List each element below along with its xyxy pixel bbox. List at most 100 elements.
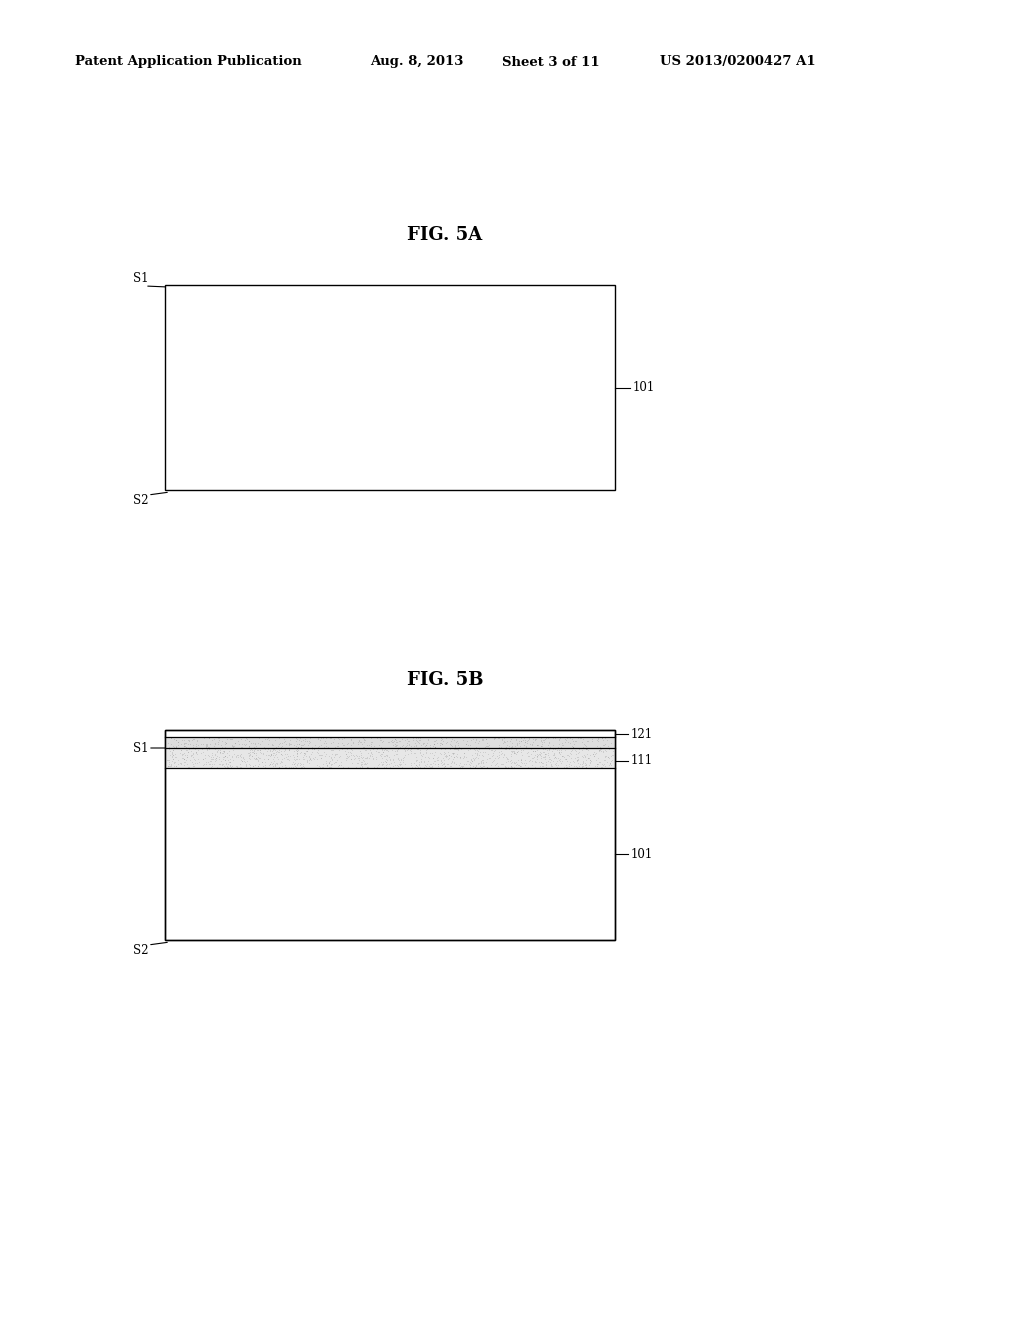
Point <box>500 747 516 768</box>
Point <box>289 746 305 767</box>
Point <box>517 729 534 750</box>
Point <box>183 744 200 766</box>
Point <box>379 744 395 766</box>
Point <box>446 737 463 758</box>
Point <box>366 735 382 756</box>
Point <box>345 731 361 752</box>
Point <box>357 754 374 775</box>
Point <box>334 733 350 754</box>
Point <box>541 733 557 754</box>
Point <box>564 751 581 772</box>
Point <box>299 730 315 751</box>
Point <box>326 729 342 750</box>
Point <box>202 754 218 775</box>
Point <box>225 739 242 760</box>
Point <box>176 733 193 754</box>
Point <box>477 751 494 772</box>
Point <box>261 729 278 750</box>
Point <box>285 756 301 777</box>
Point <box>214 754 230 775</box>
Point <box>378 754 394 775</box>
Point <box>164 742 180 763</box>
Point <box>168 737 184 758</box>
Point <box>250 747 266 768</box>
Point <box>404 730 421 751</box>
Point <box>605 741 622 762</box>
Point <box>229 755 246 776</box>
Point <box>324 733 340 754</box>
Point <box>506 751 522 772</box>
Point <box>389 743 406 764</box>
Point <box>590 747 606 768</box>
Point <box>474 756 490 777</box>
Point <box>241 737 257 758</box>
Point <box>534 751 550 772</box>
Point <box>351 741 368 762</box>
Point <box>241 743 257 764</box>
Point <box>185 755 202 776</box>
Point <box>233 744 250 766</box>
Point <box>350 731 367 752</box>
Point <box>187 743 204 764</box>
Point <box>494 729 510 750</box>
Point <box>563 755 580 776</box>
Point <box>590 730 606 751</box>
Point <box>495 733 511 754</box>
Point <box>213 751 229 772</box>
Point <box>503 750 519 771</box>
Point <box>161 751 177 772</box>
Point <box>264 733 281 754</box>
Point <box>472 755 488 776</box>
Point <box>181 734 198 755</box>
Point <box>352 752 369 774</box>
Point <box>323 746 339 767</box>
Point <box>390 730 407 751</box>
Point <box>293 737 309 758</box>
Point <box>562 751 579 772</box>
Point <box>517 731 534 752</box>
Point <box>547 747 563 768</box>
Point <box>264 739 281 760</box>
Point <box>165 756 181 777</box>
Point <box>482 739 499 760</box>
Point <box>579 739 595 760</box>
Point <box>590 754 606 775</box>
Point <box>292 752 308 774</box>
Point <box>471 731 487 752</box>
Point <box>293 735 309 756</box>
Point <box>390 747 407 768</box>
Point <box>541 739 557 760</box>
Point <box>567 755 584 776</box>
Point <box>539 739 555 760</box>
Point <box>513 731 529 752</box>
Point <box>215 741 231 762</box>
Point <box>436 741 453 762</box>
Point <box>353 754 370 775</box>
Point <box>286 747 302 768</box>
Point <box>531 744 548 766</box>
Point <box>343 729 359 750</box>
Point <box>582 752 598 774</box>
Point <box>596 754 612 775</box>
Point <box>206 754 222 775</box>
Point <box>271 752 288 774</box>
Point <box>283 756 299 777</box>
Point <box>409 755 425 776</box>
Point <box>601 738 617 759</box>
Point <box>351 746 368 767</box>
Point <box>477 741 494 762</box>
Point <box>182 741 199 762</box>
Text: 111: 111 <box>631 755 653 767</box>
Point <box>216 747 232 768</box>
Point <box>204 743 220 764</box>
Point <box>561 742 578 763</box>
Point <box>392 754 409 775</box>
Point <box>350 750 367 771</box>
Point <box>353 734 370 755</box>
Point <box>267 752 284 774</box>
Point <box>358 756 375 777</box>
Point <box>262 754 279 775</box>
Point <box>426 734 442 755</box>
Point <box>186 752 203 774</box>
Point <box>314 756 331 777</box>
